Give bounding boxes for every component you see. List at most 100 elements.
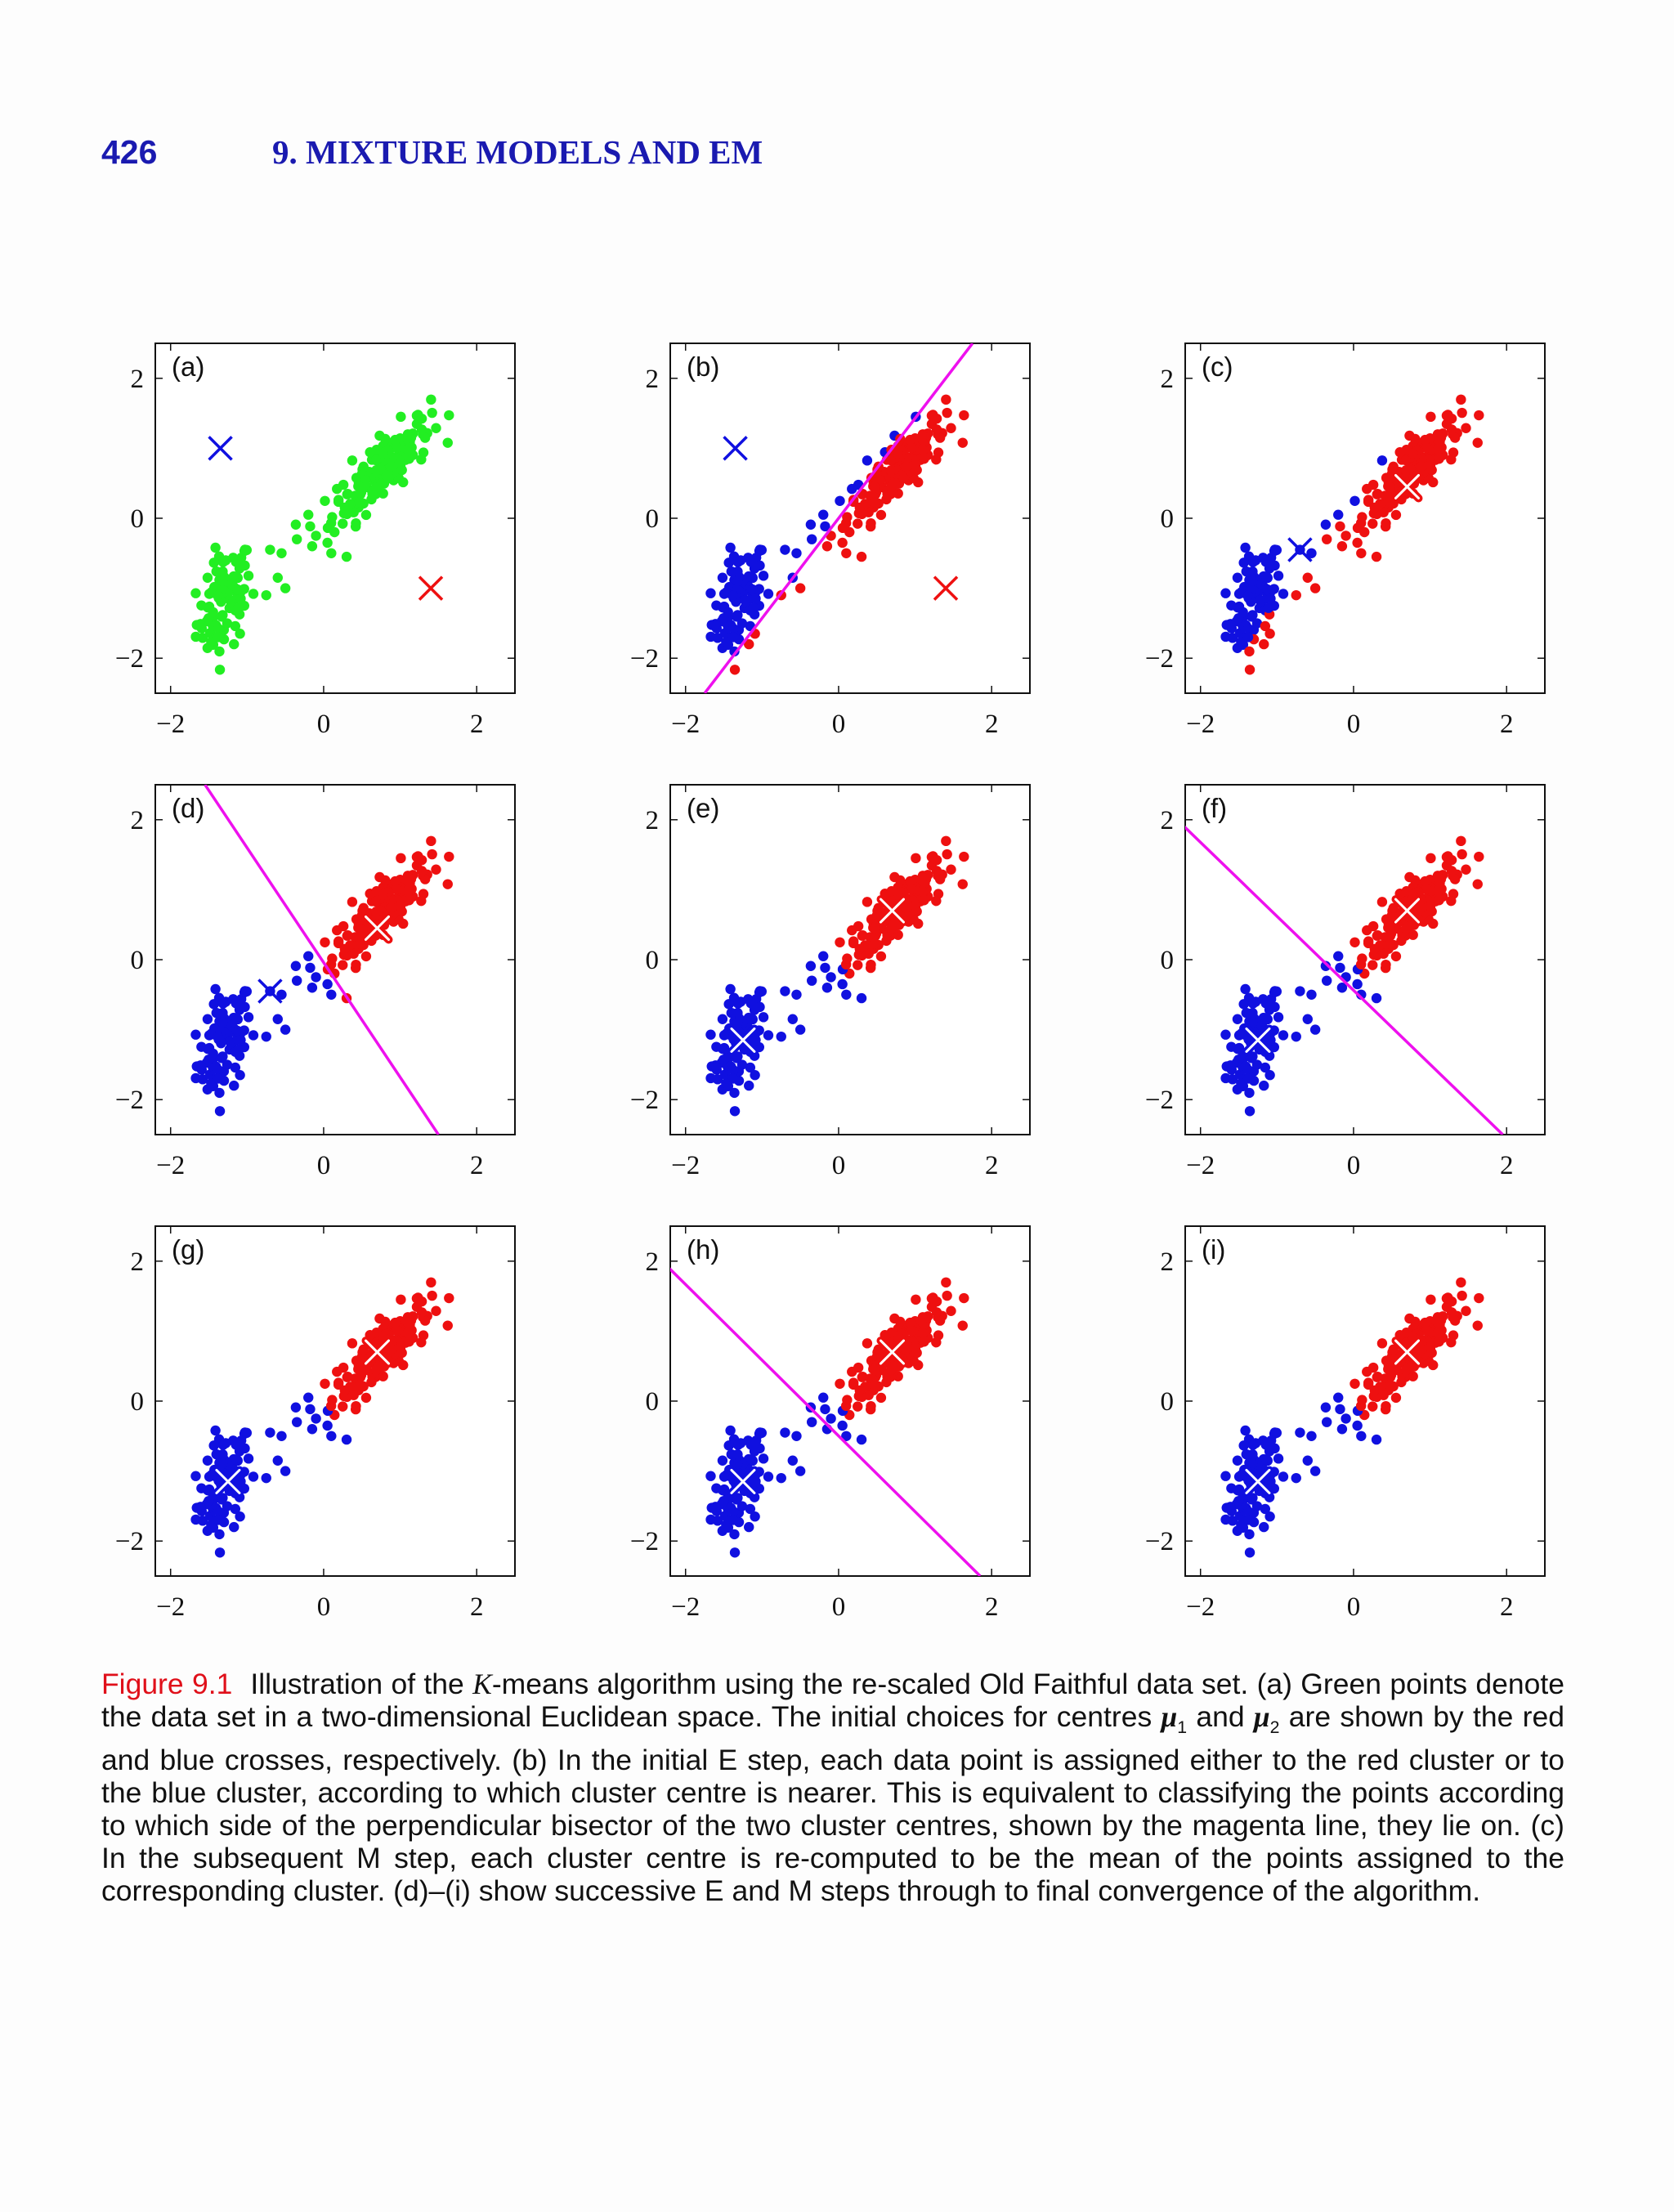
x-tick-label: 0	[317, 1592, 331, 1622]
data-point	[754, 1427, 765, 1438]
data-point	[732, 998, 744, 1009]
data-point	[754, 560, 765, 571]
data-point	[1336, 983, 1348, 993]
data-point	[231, 557, 241, 567]
y-tick-label: 2	[646, 1247, 660, 1277]
data-point	[1233, 1496, 1244, 1507]
red-centre-cross	[879, 898, 905, 924]
data-point	[431, 864, 441, 875]
y-tick-label: −2	[1145, 644, 1174, 674]
data-point	[416, 866, 427, 876]
data-point	[195, 1502, 206, 1512]
data-point	[322, 978, 333, 990]
data-point	[1336, 541, 1348, 552]
x-tick-label: −2	[671, 1592, 700, 1622]
y-tick-label: −2	[115, 1527, 144, 1556]
data-point	[717, 1014, 728, 1024]
data-point	[272, 1455, 283, 1466]
data-point	[1474, 1292, 1484, 1304]
data-point	[402, 1314, 413, 1324]
data-point	[419, 1315, 431, 1326]
data-point	[427, 407, 437, 419]
data-point	[239, 986, 250, 996]
data-point	[427, 849, 437, 860]
data-point	[1401, 465, 1412, 476]
data-point	[917, 1314, 928, 1324]
data-point	[1251, 1501, 1263, 1511]
data-point	[210, 1425, 221, 1436]
data-point	[710, 1502, 721, 1512]
data-point	[1362, 1366, 1372, 1377]
data-point	[818, 1392, 829, 1403]
data-point	[1226, 600, 1237, 611]
data-point	[338, 960, 348, 970]
data-point	[233, 1044, 244, 1055]
data-point	[239, 1443, 250, 1454]
data-point	[818, 951, 829, 961]
data-point	[1321, 534, 1332, 544]
data-point	[931, 854, 942, 866]
data-point	[442, 879, 453, 889]
data-point	[820, 1404, 830, 1415]
data-point	[1264, 629, 1275, 639]
data-point	[732, 575, 743, 587]
data-point	[402, 872, 413, 883]
data-point	[339, 502, 350, 513]
data-point	[213, 623, 224, 634]
data-point	[957, 1320, 968, 1331]
data-point	[320, 495, 330, 506]
y-tick-label: 0	[131, 504, 145, 534]
data-point	[1309, 583, 1321, 593]
data-point	[213, 590, 223, 601]
data-point	[727, 590, 738, 601]
data-point	[376, 478, 387, 489]
plot-area	[1220, 394, 1484, 675]
data-point	[1384, 1380, 1395, 1390]
data-point	[1247, 1017, 1258, 1028]
figure-caption: Figure 9.1 Illustration of the K-means al…	[101, 1668, 1564, 1908]
data-point	[906, 442, 917, 454]
data-point	[431, 1305, 441, 1316]
data-point	[1227, 633, 1238, 643]
data-point	[402, 886, 414, 897]
data-point	[1426, 1347, 1437, 1359]
data-point	[763, 1030, 774, 1041]
data-point	[320, 937, 330, 947]
panel-d: −2 0 2 2 0 −2 (d)	[115, 784, 516, 1180]
data-point	[873, 1344, 884, 1355]
data-point	[305, 521, 316, 532]
data-point	[204, 1496, 214, 1507]
data-point	[750, 1070, 760, 1081]
data-point	[732, 1017, 743, 1028]
data-point	[1225, 619, 1236, 629]
data-point	[213, 1032, 223, 1042]
data-point	[835, 1378, 845, 1389]
data-point	[875, 1392, 887, 1404]
y-tick-label: −2	[115, 1086, 144, 1115]
data-point	[842, 953, 853, 964]
data-point	[718, 1496, 729, 1507]
data-point	[931, 866, 942, 876]
data-point	[1349, 937, 1360, 947]
data-point	[745, 998, 756, 1009]
data-point	[806, 534, 817, 544]
data-point	[1244, 1547, 1256, 1558]
data-point	[917, 872, 928, 883]
data-point	[898, 472, 909, 483]
blue-centre-cross	[215, 1468, 241, 1494]
data-point	[416, 895, 427, 907]
data-point	[835, 937, 845, 947]
x-tick-label: 2	[470, 1151, 484, 1180]
data-point	[862, 1338, 873, 1349]
data-point	[214, 665, 226, 675]
data-point	[396, 853, 406, 864]
data-point	[1421, 884, 1432, 895]
data-point	[1244, 646, 1255, 657]
data-point	[906, 1325, 917, 1337]
plot-area	[670, 1267, 982, 1576]
data-point	[1390, 1392, 1402, 1404]
data-point	[311, 531, 321, 541]
data-point	[1420, 875, 1430, 887]
data-point	[326, 1431, 337, 1441]
data-point	[905, 875, 915, 887]
